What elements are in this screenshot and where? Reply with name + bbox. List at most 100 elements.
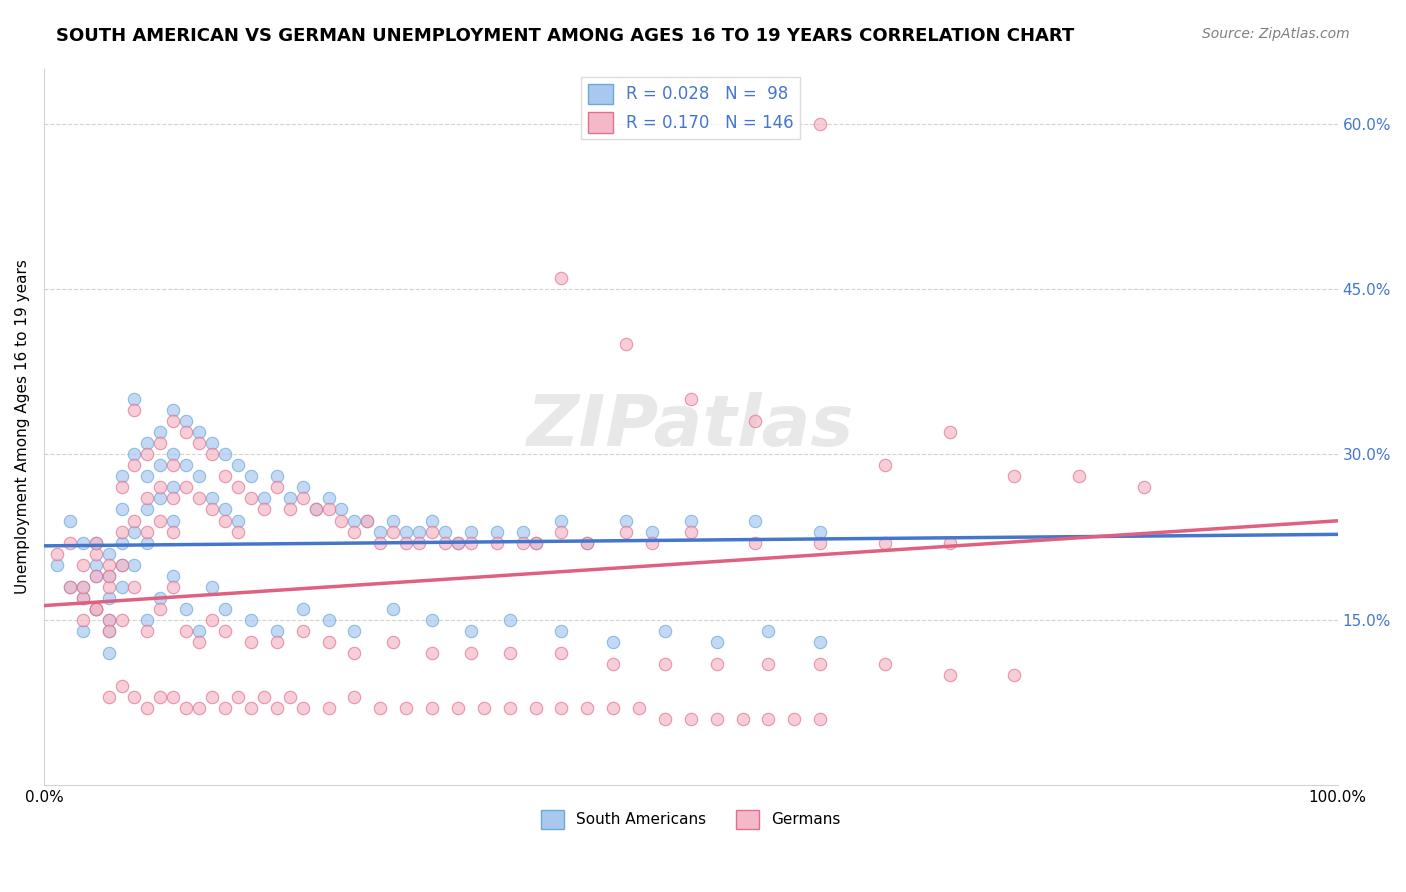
- South Americans: [420, 613, 443, 627]
- South Americans: [266, 624, 288, 638]
- Germans: [318, 701, 340, 715]
- South Americans: [162, 568, 184, 582]
- Germans: [174, 701, 197, 715]
- South Americans: [72, 580, 94, 594]
- South Americans: [343, 514, 366, 528]
- South Americans: [97, 646, 120, 660]
- Germans: [550, 701, 572, 715]
- South Americans: [84, 601, 107, 615]
- Germans: [72, 613, 94, 627]
- Germans: [343, 524, 366, 539]
- Germans: [395, 701, 418, 715]
- South Americans: [59, 514, 82, 528]
- Germans: [124, 514, 146, 528]
- South Americans: [485, 524, 508, 539]
- South Americans: [214, 447, 236, 461]
- South Americans: [97, 568, 120, 582]
- Germans: [460, 646, 482, 660]
- Germans: [368, 535, 391, 549]
- Germans: [124, 580, 146, 594]
- South Americans: [382, 601, 405, 615]
- Germans: [938, 668, 960, 682]
- South Americans: [72, 535, 94, 549]
- South Americans: [174, 414, 197, 428]
- Germans: [188, 634, 211, 648]
- South Americans: [97, 547, 120, 561]
- Text: ZIPatlas: ZIPatlas: [527, 392, 855, 461]
- Germans: [460, 535, 482, 549]
- Germans: [550, 646, 572, 660]
- Germans: [654, 657, 676, 671]
- South Americans: [758, 624, 780, 638]
- Germans: [356, 514, 378, 528]
- Germans: [124, 458, 146, 473]
- Germans: [136, 491, 159, 506]
- Germans: [1132, 480, 1154, 494]
- Germans: [188, 491, 211, 506]
- Germans: [201, 447, 224, 461]
- South Americans: [201, 491, 224, 506]
- Germans: [679, 524, 702, 539]
- Germans: [744, 414, 766, 428]
- South Americans: [162, 480, 184, 494]
- Germans: [291, 701, 314, 715]
- South Americans: [408, 524, 430, 539]
- Germans: [706, 712, 728, 726]
- South Americans: [576, 535, 599, 549]
- Germans: [97, 580, 120, 594]
- South Americans: [614, 514, 637, 528]
- Germans: [614, 524, 637, 539]
- South Americans: [679, 514, 702, 528]
- Germans: [266, 480, 288, 494]
- Germans: [72, 558, 94, 572]
- South Americans: [174, 458, 197, 473]
- Legend: South Americans, Germans: South Americans, Germans: [534, 804, 846, 835]
- South Americans: [124, 558, 146, 572]
- South Americans: [239, 469, 262, 483]
- Germans: [124, 690, 146, 704]
- South Americans: [136, 613, 159, 627]
- Germans: [758, 657, 780, 671]
- Text: SOUTH AMERICAN VS GERMAN UNEMPLOYMENT AMONG AGES 16 TO 19 YEARS CORRELATION CHAR: SOUTH AMERICAN VS GERMAN UNEMPLOYMENT AM…: [56, 27, 1074, 45]
- South Americans: [512, 524, 534, 539]
- South Americans: [304, 502, 326, 516]
- South Americans: [162, 403, 184, 417]
- Germans: [627, 701, 650, 715]
- South Americans: [162, 514, 184, 528]
- Germans: [239, 634, 262, 648]
- Germans: [110, 679, 132, 693]
- Germans: [641, 535, 664, 549]
- South Americans: [214, 502, 236, 516]
- Germans: [110, 524, 132, 539]
- Germans: [266, 634, 288, 648]
- Germans: [124, 403, 146, 417]
- South Americans: [97, 624, 120, 638]
- Germans: [330, 514, 353, 528]
- Germans: [744, 535, 766, 549]
- South Americans: [318, 613, 340, 627]
- Germans: [174, 425, 197, 440]
- Germans: [201, 613, 224, 627]
- South Americans: [550, 514, 572, 528]
- Germans: [485, 535, 508, 549]
- Germans: [1002, 469, 1025, 483]
- South Americans: [654, 624, 676, 638]
- Germans: [149, 601, 172, 615]
- South Americans: [226, 514, 249, 528]
- Germans: [59, 580, 82, 594]
- South Americans: [808, 524, 831, 539]
- South Americans: [498, 613, 520, 627]
- South Americans: [110, 469, 132, 483]
- Germans: [226, 480, 249, 494]
- Germans: [136, 524, 159, 539]
- Germans: [188, 701, 211, 715]
- Germans: [239, 701, 262, 715]
- South Americans: [201, 436, 224, 450]
- South Americans: [330, 502, 353, 516]
- Germans: [84, 568, 107, 582]
- South Americans: [174, 601, 197, 615]
- Germans: [97, 558, 120, 572]
- Germans: [253, 502, 276, 516]
- Germans: [214, 514, 236, 528]
- Germans: [162, 524, 184, 539]
